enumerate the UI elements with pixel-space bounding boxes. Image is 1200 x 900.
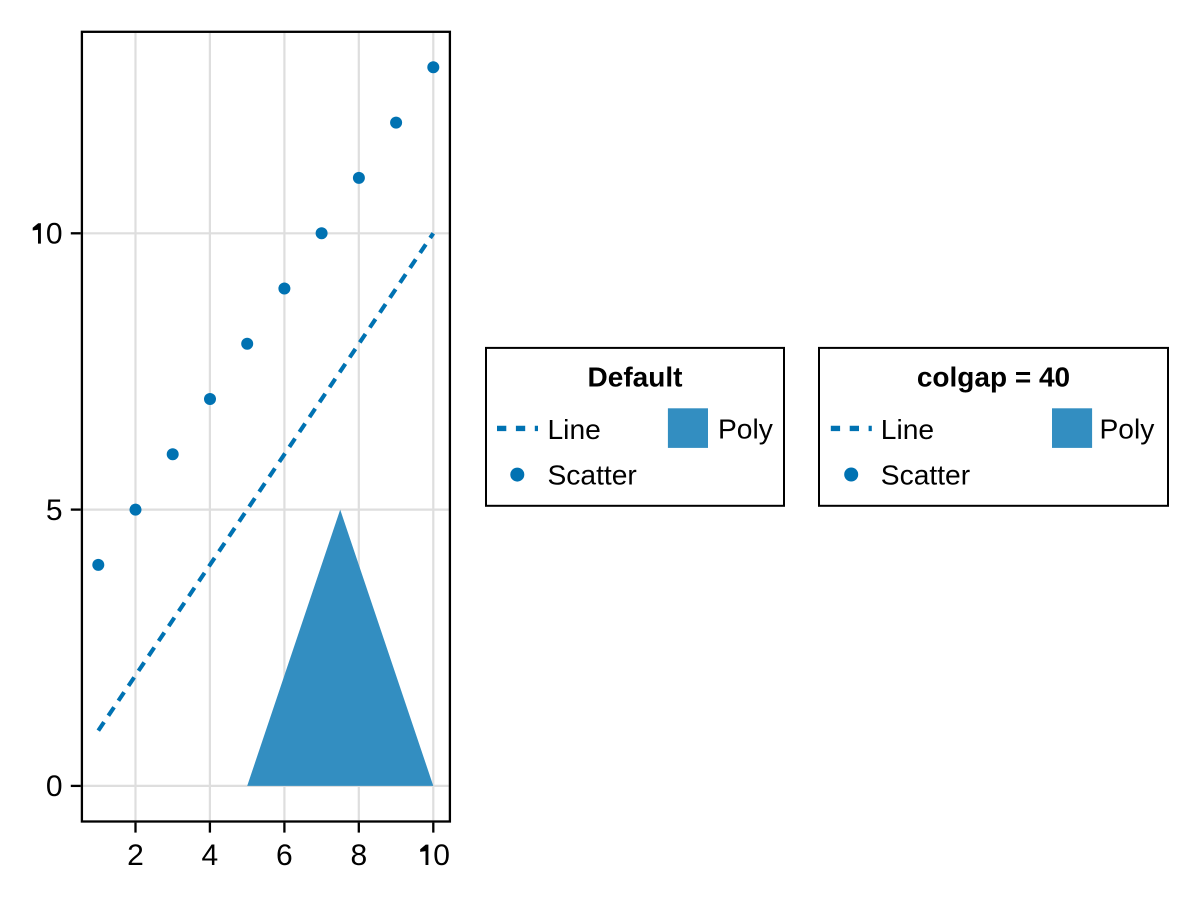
svg-text:2: 2 xyxy=(127,839,144,872)
svg-text:Scatter: Scatter xyxy=(881,459,970,491)
svg-text:0: 0 xyxy=(46,770,63,803)
svg-text:Poly: Poly xyxy=(1100,413,1156,445)
svg-text:4: 4 xyxy=(202,839,219,872)
svg-text:Line: Line xyxy=(548,413,601,445)
svg-text:8: 8 xyxy=(350,839,367,872)
svg-text:Line: Line xyxy=(881,413,934,445)
svg-text:6: 6 xyxy=(276,839,293,872)
svg-text:colgap = 40: colgap = 40 xyxy=(917,362,1070,393)
svg-text:5: 5 xyxy=(46,494,63,527)
svg-text:Scatter: Scatter xyxy=(548,459,637,491)
svg-text:Poly: Poly xyxy=(718,413,774,445)
svg-text:Default: Default xyxy=(588,362,683,393)
svg-text:0: 0 xyxy=(433,839,450,872)
svg-text:0: 0 xyxy=(46,218,63,251)
